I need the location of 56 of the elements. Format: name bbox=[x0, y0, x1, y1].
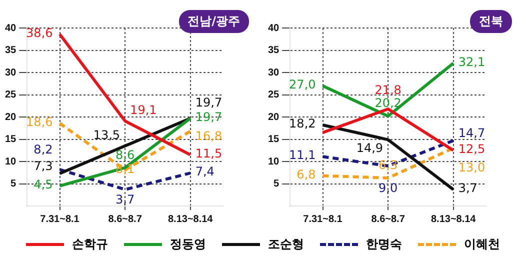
data-label: 8,2 bbox=[34, 142, 53, 157]
x-tick-label: 8.6~8.7 bbox=[108, 214, 142, 225]
data-label: 19,1 bbox=[130, 103, 157, 118]
chart-title: 전남/광주 bbox=[178, 10, 249, 33]
data-label: 3,7 bbox=[458, 181, 478, 196]
x-tick-label: 7.31~8.1 bbox=[303, 214, 343, 225]
chart-title: 전북 bbox=[470, 10, 512, 33]
data-label: 4,5 bbox=[34, 178, 53, 192]
data-label: 12,5 bbox=[458, 142, 486, 156]
data-label: 7,4 bbox=[195, 164, 214, 179]
data-label: 18,6 bbox=[26, 114, 53, 129]
data-label: 8,6 bbox=[116, 148, 135, 162]
y-tick-label: 5 bbox=[274, 178, 280, 190]
legend-label: 손학규 bbox=[72, 236, 108, 253]
y-tick-label: 25 bbox=[5, 90, 17, 100]
data-label: 38,6 bbox=[26, 26, 53, 40]
y-tick-label: 35 bbox=[5, 45, 17, 56]
y-tick-label: 15 bbox=[5, 134, 17, 145]
legend-label: 한명숙 bbox=[366, 236, 402, 253]
data-label: 18,2 bbox=[289, 116, 316, 131]
data-label: 11,5 bbox=[195, 146, 222, 160]
data-label: 11,1 bbox=[289, 148, 316, 162]
y-tick-label: 15 bbox=[268, 134, 280, 145]
data-label: 27,0 bbox=[289, 77, 316, 92]
data-label: 13,5 bbox=[93, 128, 120, 142]
x-tick-label: 8.13~8.14 bbox=[168, 214, 214, 225]
data-label: 32,1 bbox=[458, 54, 486, 69]
y-tick-label: 5 bbox=[10, 178, 17, 190]
legend-label: 이혜천 bbox=[464, 236, 500, 253]
x-tick-label: 8.13~8.14 bbox=[430, 214, 476, 225]
data-label: 7,3 bbox=[34, 159, 53, 174]
data-label: 3,7 bbox=[116, 192, 135, 207]
y-tick-label: 20 bbox=[5, 112, 17, 123]
data-label: 13,0 bbox=[458, 160, 486, 174]
y-tick-label: 25 bbox=[268, 90, 280, 100]
y-tick-label: 40 bbox=[5, 22, 17, 34]
data-label: 19,7 bbox=[195, 110, 222, 124]
y-tick-label: 10 bbox=[5, 156, 17, 168]
data-label: 6,8 bbox=[296, 167, 316, 182]
y-tick-label: 20 bbox=[268, 112, 280, 123]
data-label: 14,7 bbox=[458, 126, 486, 140]
y-tick-label: 30 bbox=[268, 67, 280, 78]
data-label: 21,8 bbox=[374, 83, 402, 98]
y-tick-label: 40 bbox=[268, 22, 280, 34]
data-label: 14,9 bbox=[356, 140, 384, 155]
data-label: 19,7 bbox=[195, 95, 222, 110]
y-tick-label: 10 bbox=[268, 156, 280, 168]
data-label: 16,8 bbox=[195, 128, 222, 143]
data-label: 20,2 bbox=[374, 96, 402, 110]
legend-label: 조순형 bbox=[268, 236, 304, 253]
x-tick-label: 7.31~8.1 bbox=[40, 214, 80, 225]
y-tick-label: 35 bbox=[268, 45, 280, 56]
y-tick-label: 30 bbox=[5, 67, 17, 78]
legend-label: 정동영 bbox=[170, 236, 206, 253]
data-label: 9,0 bbox=[378, 181, 398, 196]
x-tick-label: 8.6~8.7 bbox=[371, 214, 406, 225]
